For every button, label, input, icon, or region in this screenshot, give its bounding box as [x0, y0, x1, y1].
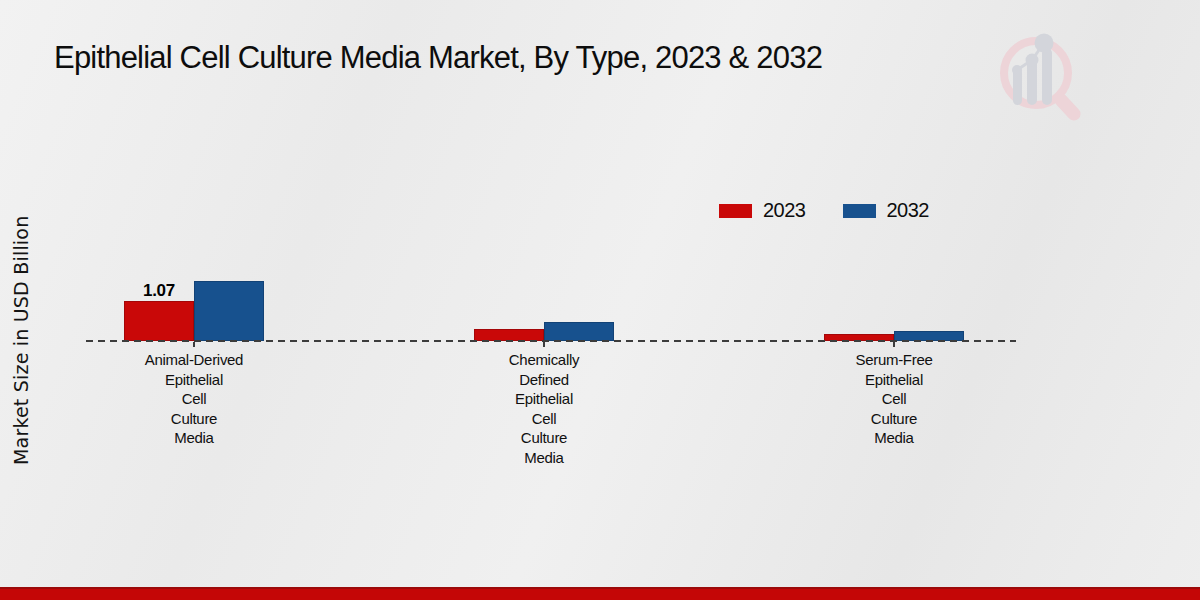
footer-red-bar — [0, 587, 1200, 600]
legend-item-2032: 2032 — [843, 199, 930, 222]
chart-title: Epithelial Cell Culture Media Market, By… — [54, 40, 822, 76]
y-axis-label: Market Size in USD Billion — [10, 216, 32, 465]
legend: 2023 2032 — [719, 199, 929, 222]
x-axis-label-1: Chemically Defined Epithelial Cell Cultu… — [444, 350, 644, 467]
bar-2023-category-0 — [124, 301, 194, 341]
legend-label-2032: 2032 — [887, 199, 930, 222]
chart-area: Epithelial Cell Culture Media Market, By… — [0, 0, 1200, 600]
x-axis-label-2: Serum-Free Epithelial Cell Culture Media — [794, 350, 994, 448]
x-axis-tick-0 — [193, 342, 195, 347]
legend-item-2023: 2023 — [719, 199, 806, 222]
legend-swatch-2032 — [843, 204, 876, 218]
bar-2032-category-1 — [544, 322, 614, 341]
x-axis-label-0: Animal-Derived Epithelial Cell Culture M… — [94, 350, 294, 448]
bar-value-label-1.07: 1.07 — [124, 281, 194, 301]
legend-label-2023: 2023 — [763, 199, 806, 222]
bar-2032-category-0 — [194, 281, 264, 341]
x-axis-tick-2 — [893, 342, 895, 347]
x-axis-tick-1 — [543, 342, 545, 347]
legend-swatch-2023 — [719, 204, 752, 218]
brand-watermark-logo — [985, 22, 1085, 122]
zero-axis-dashed-line — [86, 340, 1016, 342]
